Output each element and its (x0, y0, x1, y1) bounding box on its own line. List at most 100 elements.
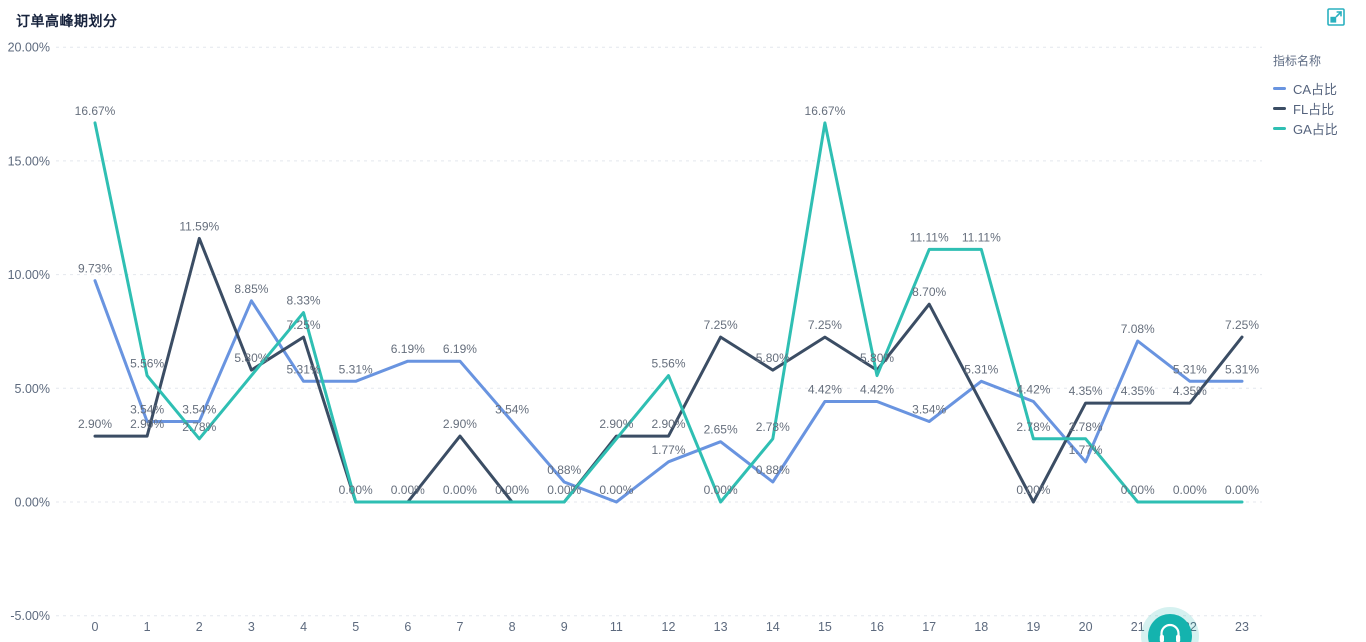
series-line-fl[interactable] (93, 236, 1244, 504)
data-label-ca: 3.54% (912, 403, 946, 417)
data-label-ga: 16.67% (75, 104, 116, 118)
x-axis-tick-label: 6 (404, 620, 411, 634)
data-label-ca: 3.54% (182, 403, 216, 417)
data-label-fl: 2.90% (599, 417, 633, 431)
x-axis-tick-label: 1 (144, 620, 151, 634)
data-label-fl: 0.00% (391, 483, 425, 497)
data-label-fl: 4.35% (1121, 384, 1155, 398)
x-axis-tick-label: 16 (870, 620, 884, 634)
data-label-ca: 4.42% (860, 382, 894, 396)
series-line-ga[interactable] (93, 121, 1244, 504)
data-label-fl: 0.00% (495, 483, 529, 497)
x-axis-tick-label: 5 (352, 620, 359, 634)
data-label-fl: 2.90% (651, 417, 685, 431)
legend-line-marker-ca (1273, 86, 1286, 90)
data-label-ga: 2.78% (1016, 420, 1050, 434)
data-label-ca: 0.00% (599, 483, 633, 497)
data-label-ga: 16.67% (805, 104, 846, 118)
data-label-ga: 8.33% (287, 294, 321, 308)
data-label-ga: 0.00% (704, 483, 738, 497)
data-label-fl: 4.35% (1069, 384, 1103, 398)
cs-button-circle (1148, 614, 1192, 642)
legend-title: 指标名称 (1273, 54, 1322, 68)
data-label-fl: 5.80% (860, 351, 894, 365)
x-axis-tick-label: 3 (248, 620, 255, 634)
y-axis-tick-label: 20.00% (8, 41, 50, 55)
y-axis-tick-label: 15.00% (8, 154, 50, 168)
customer-service-button[interactable] (1141, 606, 1199, 642)
data-label-fl: 7.25% (704, 318, 738, 332)
data-label-ga: 2.78% (1069, 420, 1103, 434)
headset-icon (1159, 623, 1181, 642)
legend-item-ga[interactable]: GA占比 (1273, 118, 1365, 138)
chart-title: 订单高峰期划分 (16, 13, 118, 29)
data-label-fl: 11.59% (179, 219, 219, 233)
data-label-fl: 7.25% (808, 318, 842, 332)
data-label-ca: 5.31% (339, 362, 373, 376)
data-label-ca: 7.08% (1121, 322, 1155, 336)
data-label-ca: 1.77% (1069, 443, 1103, 457)
data-label-ca: 5.31% (964, 362, 998, 376)
x-axis-tick-label: 12 (662, 620, 676, 634)
data-label-ga: 11.11% (910, 230, 949, 244)
y-axis-tick-label: 0.00% (15, 496, 50, 510)
data-label-fl: 5.80% (756, 351, 790, 365)
x-axis-tick-label: 8 (509, 620, 516, 634)
x-axis-tick-label: 15 (818, 620, 832, 634)
data-label-ca: 3.54% (130, 403, 164, 417)
data-label-ca: 8.85% (234, 282, 268, 296)
data-label-fl: 7.25% (1225, 318, 1259, 332)
legend-item-label: FL占比 (1293, 101, 1335, 117)
data-label-fl: 2.90% (443, 417, 477, 431)
data-label-ca: 0.88% (756, 463, 790, 477)
legend: 指标名称 CA占比 FL占比 GA占比 (1273, 52, 1365, 138)
x-axis-tick-label: 4 (300, 620, 307, 634)
data-label-ca: 5.31% (287, 362, 321, 376)
y-axis-tick-label: -5.00% (10, 609, 50, 623)
x-axis-tick-label: 2 (196, 620, 203, 634)
legend-item-label: GA占比 (1293, 121, 1338, 137)
data-label-ca: 6.19% (391, 342, 425, 356)
legend-item-label: CA占比 (1293, 81, 1338, 97)
data-label-fl: 2.90% (78, 417, 112, 431)
data-label-fl: 8.70% (912, 285, 946, 299)
data-label-fl: 7.25% (287, 318, 321, 332)
data-label-ca: 4.42% (808, 382, 842, 396)
data-label-ga: 5.56% (651, 357, 685, 371)
data-label-fl: 2.90% (130, 417, 164, 431)
data-label-ca: 4.42% (1016, 382, 1050, 396)
x-axis-tick-label: 23 (1235, 620, 1249, 634)
data-label-ga: 0.00% (1225, 483, 1259, 497)
x-axis-tick-label: 0 (92, 620, 99, 634)
data-label-fl: 0.00% (1016, 483, 1050, 497)
data-label-ga: 5.56% (130, 357, 164, 371)
series-layer (93, 121, 1244, 504)
y-axis-tick-label: 5.00% (15, 382, 50, 396)
legend-item-fl[interactable]: FL占比 (1273, 98, 1365, 118)
grid-layer: 20.00% 15.00% 10.00% 5.00% 0.00% -5.00% (8, 41, 1262, 623)
data-label-ga: 0.00% (443, 483, 477, 497)
data-label-layer: 9.73% 3.54% 3.54% 8.85% 5.31% 5.31% 6.19% 6.19%… (75, 104, 1260, 497)
series-line-ca[interactable] (93, 279, 1244, 504)
data-label-ca: 9.73% (78, 262, 112, 276)
x-axis-tick-label: 13 (714, 620, 728, 634)
data-label-ga: 11.11% (962, 230, 1001, 244)
data-label-fl: 4.35% (1173, 384, 1207, 398)
legend-item-ca[interactable]: CA占比 (1273, 78, 1365, 98)
expand-icon[interactable] (1327, 8, 1345, 26)
data-label-ga: 0.00% (1173, 483, 1207, 497)
legend-line-marker-ga (1273, 126, 1286, 130)
data-label-fl: 5.80% (234, 351, 268, 365)
data-label-ca: 5.31% (1225, 362, 1259, 376)
data-label-ca: 0.88% (547, 463, 581, 477)
data-label-fl: 0.00% (339, 483, 373, 497)
x-axis-tick-label: 18 (974, 620, 988, 634)
data-label-ca: 5.31% (1173, 362, 1207, 376)
data-label-ga: 0.00% (1121, 483, 1155, 497)
x-axis-tick-label: 21 (1131, 620, 1145, 634)
data-label-ca: 3.54% (495, 403, 529, 417)
x-axis-tick-label: 19 (1026, 620, 1040, 634)
data-label-ca: 6.19% (443, 342, 477, 356)
